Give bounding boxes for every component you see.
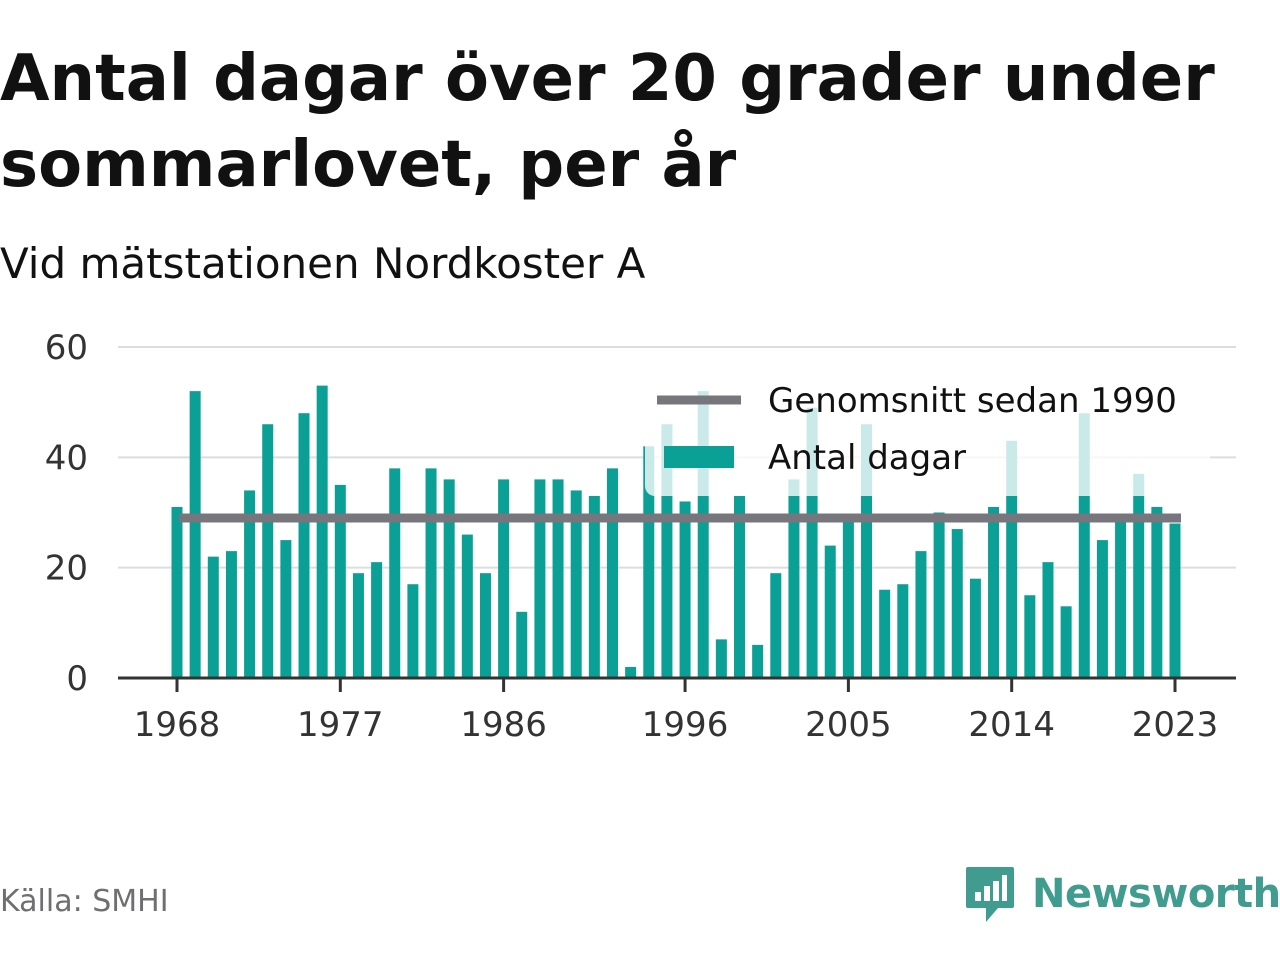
bar	[861, 424, 873, 678]
brand-logo[interactable]: Newsworthy	[964, 862, 1280, 926]
bar	[1096, 540, 1108, 678]
bar	[788, 479, 800, 678]
bar	[842, 518, 854, 678]
bar	[588, 495, 600, 678]
bar	[969, 578, 981, 678]
bar	[262, 424, 274, 678]
newsworthy-logo-icon	[966, 867, 1014, 922]
bars	[171, 385, 1181, 678]
bar	[770, 573, 782, 678]
y-tick-label: 0	[66, 659, 88, 699]
x-tick-label: 2014	[968, 705, 1055, 745]
bar	[1151, 506, 1163, 678]
bar	[171, 506, 183, 678]
bar	[1042, 562, 1054, 678]
bar	[425, 468, 437, 678]
brand-name: Newsworthy	[1032, 871, 1280, 917]
bar	[1169, 523, 1181, 678]
bar	[407, 584, 419, 678]
bar	[552, 479, 564, 678]
bar	[606, 468, 618, 678]
bar	[516, 611, 528, 678]
bar	[806, 407, 818, 678]
x-tick-label: 2023	[1132, 705, 1219, 745]
bar	[734, 495, 746, 678]
bar	[225, 551, 237, 678]
y-tick-label: 40	[45, 438, 88, 478]
bar	[352, 573, 364, 678]
bar	[988, 506, 1000, 678]
bar	[697, 391, 709, 678]
bar	[298, 413, 310, 678]
bar	[334, 484, 346, 678]
bar	[1133, 473, 1145, 678]
bar	[661, 424, 673, 678]
bar	[443, 479, 455, 678]
bar	[207, 556, 219, 678]
legend-swatch-bars	[664, 446, 734, 468]
bar	[316, 385, 328, 678]
bar	[752, 644, 764, 678]
bar	[1006, 440, 1018, 678]
legend: Genomsnitt sedan 1990 Antal dagar	[645, 370, 1210, 496]
x-tick-label: 1968	[134, 705, 221, 745]
bar	[280, 540, 292, 678]
bar	[1024, 595, 1036, 678]
y-tick-label: 60	[45, 328, 88, 368]
bar	[371, 562, 383, 678]
x-tick-label: 2005	[805, 705, 892, 745]
bar	[915, 551, 927, 678]
bar	[643, 446, 655, 678]
bar	[715, 639, 727, 678]
bar	[879, 589, 891, 678]
bar	[534, 479, 546, 678]
bar	[461, 534, 473, 678]
x-axis-ticks: 1968 1977 1986 1996 2005 2014 2023	[134, 678, 1219, 745]
chart-subtitle: Vid mätstationen Nordkoster A	[0, 239, 646, 288]
bar	[933, 512, 945, 678]
source-note: Källa: SMHI	[0, 884, 169, 919]
bar	[244, 490, 256, 678]
legend-label-average: Genomsnitt sedan 1990	[768, 381, 1177, 421]
bar	[498, 479, 510, 678]
bar	[389, 468, 401, 678]
y-axis-ticks: 0 20 40 60	[45, 328, 88, 699]
bar	[897, 584, 909, 678]
bar	[679, 501, 691, 678]
bar	[479, 573, 491, 678]
x-tick-label: 1977	[297, 705, 384, 745]
bar-chart: 0 20 40 60 1968 1977 1986 1996 2005 2014 2023 Gen…	[45, 328, 1236, 745]
bar	[1115, 518, 1127, 678]
legend-label-bars: Antal dagar	[768, 438, 966, 478]
chart-title: Antal dagar över 20 grader under sommarl…	[0, 42, 1215, 202]
legend-background	[645, 370, 1210, 496]
x-tick-label: 1996	[642, 705, 729, 745]
bar	[824, 545, 836, 678]
bar	[189, 391, 201, 678]
bar	[1060, 606, 1072, 678]
bar	[1078, 413, 1090, 678]
bar	[570, 490, 582, 678]
x-tick-label: 1986	[460, 705, 547, 745]
bar	[625, 666, 637, 678]
bar	[951, 529, 963, 678]
y-tick-label: 20	[45, 549, 88, 589]
